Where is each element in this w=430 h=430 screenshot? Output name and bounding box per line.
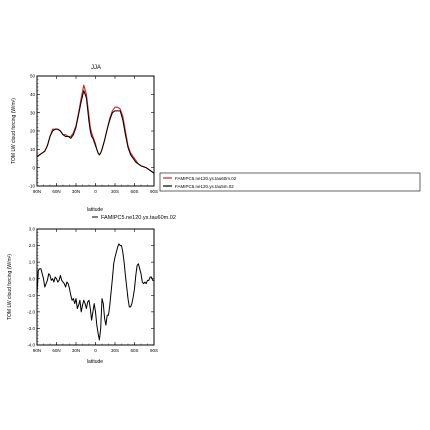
y-tick-label: 2.0 [29,243,36,248]
x-tick-label: 90N [33,348,41,353]
panel-top: JJA 90N 60N 30N 0 30S 60S 90S -10 0 10 20 30 40 50 la… [11,65,421,213]
series-group [36,243,154,341]
x-tick-label: 90S [150,189,158,194]
y-tick-label: -2.0 [27,309,35,314]
x-axis-label: latitude [87,359,103,365]
panel-bottom: 90N 60N 30N 0 30S 60S 90S -4.0 -3.0 -2.0 -1.0 0.0 1.… [7,215,176,365]
y-tick-label: 30 [30,110,36,115]
y-tick-label: 50 [30,74,36,79]
x-tick-label: 60N [52,348,60,353]
y-tick-label: -1.0 [27,293,35,298]
legend-label-tau5m: FAMIPC5.ne120.ys.tau5m.02 [175,184,234,189]
x-tick-label: 60S [130,348,138,353]
legend-label-tau60m: FAMIPC5.ne120.ys.tau60m.02 [101,215,176,221]
x-tick-label: 60N [52,189,60,194]
x-tick-label: 30N [72,189,80,194]
y-axis-label: TOM LW cloud forcing (W/m²) [11,98,17,164]
y-tick-label: -4.0 [27,343,35,348]
y-tick-label: 40 [30,92,36,97]
y-tick-label: 0.0 [29,276,36,281]
axes-group: 90N 60N 30N 0 30S 60S 90S -10 0 10 20 30 40 50 [28,74,158,194]
x-tick-label: 30S [111,189,119,194]
y-tick-label: 3.0 [29,227,36,232]
x-tick-label: 0 [94,189,97,194]
x-tick-label: 30S [111,348,119,353]
x-axis-label: latitude [87,207,103,213]
chart-title: JJA [91,65,101,71]
y-tick-label: 20 [30,129,36,134]
axes-group: 90N 60N 30N 0 30S 60S 90S -4.0 -3.0 -2.0 -1.0 0.0 1.… [27,227,158,353]
y-tick-label: 0 [32,165,35,170]
series-line-famipc5-ne120-ys-tau60m-02 [36,243,154,341]
y-tick-label: 1.0 [29,260,36,265]
y-axis-label: TOM LW cloud forcing (W/m²) [7,254,13,320]
x-tick-label: 90N [33,189,41,194]
legend: FAMIPC5.ne120.ys.tau60m.02 [92,215,176,221]
y-tick-label: -3.0 [27,326,35,331]
x-tick-label: 30N [72,348,80,353]
legend-frame [159,172,421,192]
legend-label-tau60m: FAMIPC5.ne120.ys.tau60m.02 [175,176,237,181]
x-tick-label: 90S [150,348,158,353]
x-tick-label: 0 [94,348,97,353]
x-tick-label: 60S [130,189,138,194]
series-group [36,84,155,174]
legend: FAMIPC5.ne120.ys.tau60m.02 FAMIPC5.ne120… [159,172,421,192]
series-line-famipc5-ne120-ys-tau5m-02 [36,90,155,174]
plot-frame [36,228,155,346]
y-tick-label: -10 [28,184,35,189]
y-tick-label: 10 [30,147,36,152]
plot-frame [36,75,155,187]
